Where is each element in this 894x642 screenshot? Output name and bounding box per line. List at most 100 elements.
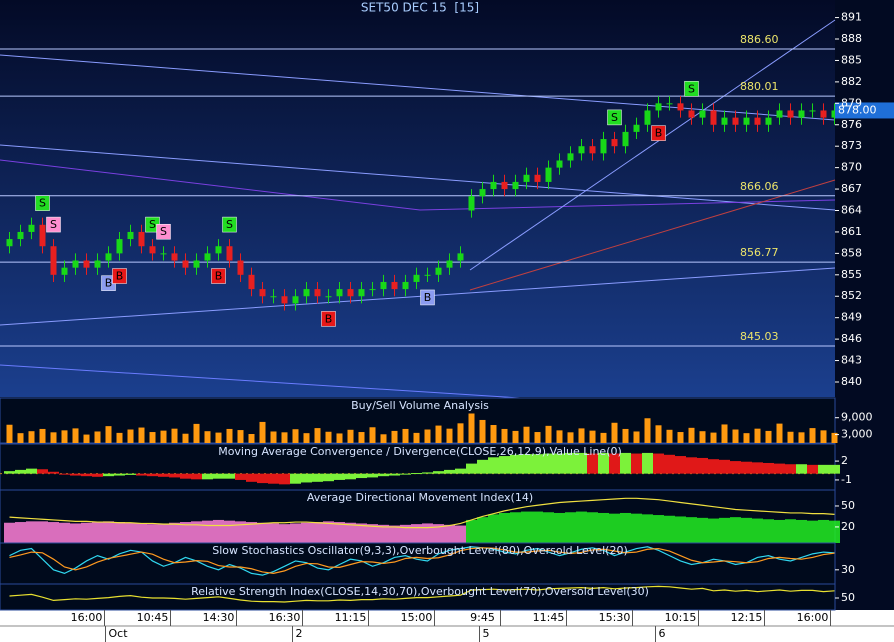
signal-marker (156, 223, 171, 240)
indicator-bar (521, 511, 532, 543)
indicator-bar (587, 512, 598, 543)
candle-body (391, 281, 398, 290)
bar (512, 430, 519, 443)
candle-body (28, 224, 35, 232)
bar (224, 473, 235, 479)
candle-body (270, 296, 277, 298)
candle-body (402, 281, 409, 290)
level-label: 866.06 (740, 180, 779, 193)
indicator-bar (312, 522, 323, 543)
bar (433, 471, 444, 474)
bar (532, 454, 543, 474)
candle-body (347, 289, 354, 297)
bar (323, 473, 334, 482)
candle-body (666, 103, 673, 105)
bar (677, 432, 684, 443)
last-price-box (835, 102, 894, 119)
bar (281, 432, 288, 443)
bar (356, 473, 367, 479)
candle-body (710, 110, 717, 125)
bar (314, 428, 321, 443)
x-tick-label: 16:00 (71, 611, 103, 624)
candle-body (567, 153, 574, 161)
x-tick-label: 9:45 (470, 611, 495, 624)
bar (466, 463, 477, 474)
bar (127, 429, 134, 443)
bar (446, 428, 453, 443)
bar (292, 429, 299, 443)
candle-body (72, 260, 79, 268)
indicator-bar (598, 512, 609, 543)
bar (730, 461, 741, 474)
y-tick-label: 3,000 (841, 428, 873, 441)
bar (477, 459, 488, 474)
y-tick-label: 20 (841, 520, 855, 533)
candle-body (776, 110, 783, 118)
indicator-bar (268, 523, 279, 543)
indicator-bar (719, 517, 730, 543)
indicator-bar (147, 524, 158, 543)
bar (367, 473, 378, 478)
indicator-bar (279, 524, 290, 543)
indicator-bar (774, 519, 785, 543)
indicator-bar (191, 521, 202, 543)
trend-line (0, 144, 836, 211)
bar (70, 473, 81, 476)
bar (611, 422, 618, 443)
y-tick-label: 50 (841, 591, 855, 604)
y-tick-label: -1 (841, 473, 852, 486)
y-tick-label: 2 (841, 454, 848, 467)
bar (169, 473, 180, 478)
bar (686, 457, 697, 474)
candle-body (611, 139, 618, 147)
signal-label: B (655, 127, 663, 140)
bar (765, 430, 772, 443)
panel-title: Average Directional Movement Index(14) (307, 491, 533, 504)
bar (270, 431, 277, 443)
bar (829, 464, 840, 474)
bar (697, 457, 708, 474)
indicator-bar (356, 523, 367, 543)
bar (578, 428, 585, 443)
signal-marker (46, 216, 61, 233)
y-tick-label: 858 (841, 246, 862, 259)
bar (105, 426, 112, 443)
indicator-bar (686, 517, 697, 543)
indicator-bar (323, 521, 334, 543)
indicator-bar (334, 522, 345, 543)
indicator-bar (4, 522, 15, 543)
bar (598, 452, 609, 474)
y-tick-label: 873 (841, 139, 862, 152)
bar (103, 473, 114, 477)
candle-body (446, 260, 453, 268)
y-tick-label: 888 (841, 32, 862, 45)
y-tick-label: 864 (841, 204, 862, 217)
bar (655, 425, 662, 443)
y-tick-label: 843 (841, 354, 862, 367)
signal-label: S (226, 218, 233, 231)
candle-body (369, 289, 376, 291)
bar (809, 428, 816, 443)
y-tick-label: 9,000 (841, 411, 873, 424)
bar (576, 452, 587, 474)
indicator-bar (532, 511, 543, 543)
bar (741, 461, 752, 474)
y-tick-label: 882 (841, 75, 862, 88)
bar (666, 429, 673, 443)
trend-line (0, 267, 836, 326)
indicator-bar (697, 517, 708, 543)
y-tick-label: 885 (841, 53, 862, 66)
indicator-bar (246, 522, 257, 543)
signal-marker (420, 289, 435, 306)
indicator-bar (213, 519, 224, 543)
candle-body (424, 274, 431, 276)
candle-body (820, 110, 827, 118)
bar (182, 433, 189, 443)
panel-title: Buy/Sell Volume Analysis (351, 399, 489, 412)
signal-label: S (50, 218, 57, 231)
y-tick-label: 867 (841, 182, 862, 195)
candle-body (743, 117, 750, 125)
candle-body (6, 239, 13, 247)
bar (424, 429, 431, 443)
bar (83, 434, 90, 443)
